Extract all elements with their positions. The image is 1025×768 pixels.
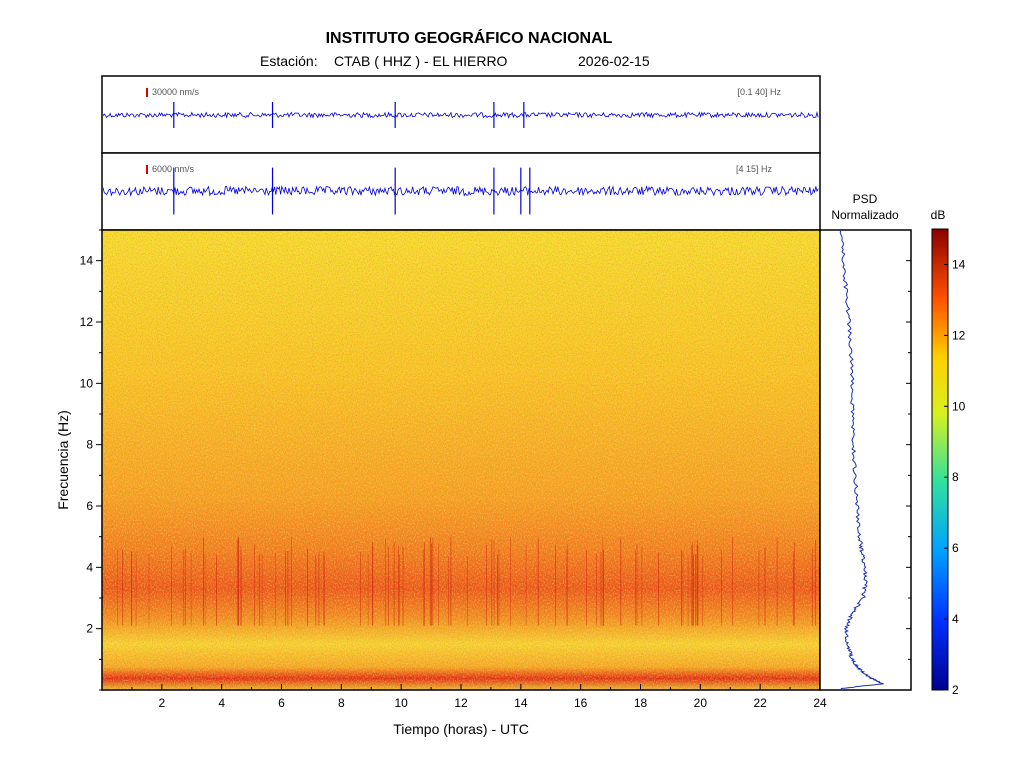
spectrogram-streaks (117, 536, 816, 626)
scale-label: 30000 nm/s (152, 87, 200, 97)
y-axis-label: Frecuencia (Hz) (55, 410, 71, 510)
scale-marker (146, 88, 148, 97)
station-prefix: Estación: (260, 53, 318, 69)
x-tick-label: 6 (278, 696, 285, 710)
colorbar-gradient (931, 228, 949, 691)
seismogram-spikes (173, 102, 525, 128)
seismogram-panel-filtered: 6000 nm/s [4 15] Hz (101, 152, 821, 231)
x-tick-label: 22 (753, 696, 767, 710)
colorbar-label: dB (931, 208, 946, 222)
scale-label: 6000 nm/s (152, 164, 195, 174)
seismogram-trace (102, 111, 819, 119)
x-tick-label: 14 (514, 696, 528, 710)
y-tick-label: 10 (80, 376, 94, 390)
colorbar-tick-label: 14 (952, 257, 966, 271)
colorbar-tick-label: 4 (952, 612, 959, 626)
record-date: 2026-02-15 (578, 53, 650, 69)
colorbar-tick-label: 8 (952, 470, 959, 484)
station-name: CTAB ( HHZ ) - EL HIERRO (334, 53, 508, 69)
seismogram-trace (102, 185, 819, 197)
figure-title: INSTITUTO GEOGRÁFICO NACIONAL (326, 28, 613, 47)
x-tick-label: 18 (634, 696, 648, 710)
colorbar-tick-label: 10 (952, 399, 966, 413)
y-tick-label: 12 (80, 315, 94, 329)
psd-line (839, 229, 884, 689)
y-tick-label: 2 (86, 622, 93, 636)
psd-ticks (906, 229, 911, 691)
x-tick-label: 10 (394, 696, 408, 710)
psd-title: PSD (853, 192, 878, 206)
colorbar-tick-label: 6 (952, 541, 959, 555)
band-label: [4 15] Hz (736, 164, 773, 174)
x-tick-label: 2 (158, 696, 165, 710)
seismogram-spikes (173, 167, 531, 215)
x-tick-label: 16 (574, 696, 588, 710)
x-tick-label: 8 (338, 696, 345, 710)
colorbar-tick-label: 12 (952, 328, 966, 342)
y-tick-label: 8 (86, 438, 93, 452)
y-tick-label: 14 (80, 254, 94, 268)
x-tick-label: 20 (694, 696, 708, 710)
y-tick-label: 4 (86, 560, 93, 574)
x-axis-label: Tiempo (horas) - UTC (393, 721, 529, 737)
x-tick-label: 12 (454, 696, 468, 710)
scale-marker (146, 165, 148, 174)
band-label: [0.1 40] Hz (737, 87, 781, 97)
colorbar-tick-label: 2 (952, 683, 959, 697)
x-tick-label: 4 (218, 696, 225, 710)
x-tick-label: 24 (813, 696, 827, 710)
colorbar: dB 2 4 6 8 10 12 14 (931, 208, 966, 697)
psd-panel: PSD Normalizado (819, 192, 912, 691)
colorbar-ticks: 2 4 6 8 10 12 14 (944, 257, 966, 697)
seismogram-panel-broadband: 30000 nm/s [0.1 40] Hz (101, 75, 821, 154)
y-axis-ticks: 2 4 6 8 10 12 14 (80, 229, 102, 691)
spectrogram-noise-red (102, 230, 820, 690)
y-tick-label: 6 (86, 499, 93, 513)
psd-frame (819, 229, 912, 691)
psd-subtitle: Normalizado (831, 208, 899, 222)
